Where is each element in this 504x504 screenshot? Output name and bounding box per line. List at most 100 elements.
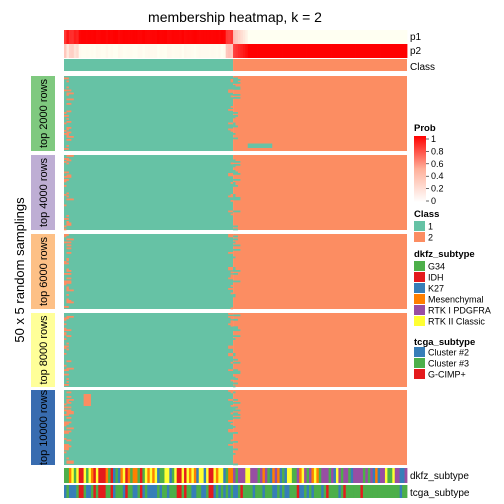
dkfz-subtype-cell (177, 468, 180, 483)
p1-cell (294, 30, 297, 44)
p1-cell (368, 30, 371, 44)
p2-cell (76, 44, 79, 58)
dkfz-subtype-cell (194, 468, 197, 483)
dkfz-subtype-cell (368, 468, 371, 483)
boundary-cell (228, 196, 233, 198)
tcga-subtype-cell (145, 485, 148, 498)
dkfz-subtype-cell (267, 468, 270, 483)
p1-cell (390, 30, 393, 44)
tcga-subtype-cell (135, 485, 138, 498)
tcga-subtype-cell (285, 485, 288, 498)
dkfz-subtype-cell (324, 468, 327, 483)
p2-cell (262, 44, 265, 58)
p2-cell (346, 44, 349, 58)
legend-prob-tick-label: 0 (431, 196, 436, 206)
p2-cell (405, 44, 408, 58)
boundary-cell (233, 257, 235, 259)
boundary-cell (228, 313, 233, 315)
p2-cell (98, 44, 101, 58)
tcga-subtype-cell (228, 485, 231, 498)
noise-cell (64, 365, 66, 367)
tcga-subtype-cell (103, 485, 106, 498)
p2-cell (206, 44, 209, 58)
p1-cell (211, 30, 214, 44)
dkfz-subtype-cell (356, 468, 359, 483)
tcga-subtype-cell (324, 485, 327, 498)
bottom-annotation-label-tcga: tcga_subtype (410, 488, 470, 499)
tcga-subtype-cell (299, 485, 302, 498)
noise-cell (66, 81, 68, 83)
p1-cell (309, 30, 312, 44)
noise-cell (64, 115, 69, 117)
dkfz-subtype-cell (167, 468, 170, 483)
legend-prob-tick-label: 0.8 (431, 146, 444, 156)
noise-cell (66, 396, 71, 398)
boundary-cell (233, 464, 238, 466)
heatmap-panel (64, 76, 407, 151)
noise-cell (64, 112, 66, 114)
dkfz-subtype-cell (280, 468, 283, 483)
p1-cell (400, 30, 403, 44)
y-axis-label: 50 x 5 random samplings (12, 197, 27, 343)
p1-cell (405, 30, 408, 44)
noise-cell (66, 139, 71, 141)
p1-cell (289, 30, 292, 44)
boundary-cell (233, 410, 240, 412)
p1-cell (218, 30, 221, 44)
top-annotation-label-class: Class (410, 62, 435, 73)
noise-cell (64, 452, 66, 454)
tcga-subtype-cell (329, 485, 332, 498)
legend-dkfz-item-swatch (414, 261, 425, 271)
row-group-bars: top 2000 rows top 4000 rows top 6000 rows t… (31, 76, 55, 465)
p2-cell (66, 44, 69, 58)
tcga-subtype-cell (343, 485, 346, 498)
p1-cell (96, 30, 99, 44)
dkfz-subtype-cell (351, 468, 354, 483)
p2-cell (209, 44, 212, 58)
dkfz-subtype-cell (338, 468, 341, 483)
noise-cell (64, 334, 66, 336)
noise-cell (64, 218, 69, 220)
boundary-cell (233, 329, 240, 331)
noise-cell (64, 263, 69, 265)
tcga-subtype-cell (206, 485, 209, 498)
p2-cell (311, 44, 314, 58)
panel-class-2-block (233, 155, 407, 230)
p1-cell (282, 30, 285, 44)
noise-cell (66, 252, 71, 254)
p1-cell (113, 30, 116, 44)
p1-cell (91, 30, 94, 44)
p2-cell (240, 44, 243, 58)
boundary-cell (233, 319, 238, 321)
tcga-subtype-cell (245, 485, 248, 498)
tcga-subtype-cell (368, 485, 371, 498)
p1-cell (76, 30, 79, 44)
noise-cell (64, 185, 66, 187)
p2-cell (108, 44, 111, 58)
legend-dkfz-item-label: K27 (428, 284, 444, 294)
legend-prob-tick-label: 0.4 (431, 171, 444, 181)
p1-cell (189, 30, 192, 44)
boundary-cell (233, 417, 240, 419)
tcga-subtype-cell (74, 485, 77, 498)
p1-cell (155, 30, 158, 44)
p1-cell (66, 30, 69, 44)
legend-dkfz-item-label: RTK I PDGFRA (428, 306, 491, 316)
dkfz-subtype-cell (346, 468, 349, 483)
dkfz-subtype-cell (115, 468, 118, 483)
tcga-subtype-cell (275, 485, 278, 498)
p1-cell (142, 30, 145, 44)
p1-cell (245, 30, 248, 44)
p1-cell (152, 30, 155, 44)
bottom-annotation-tcga-subtype (64, 485, 407, 498)
p2-cell (179, 44, 182, 58)
p1-cell (243, 30, 246, 44)
p2-cell (140, 44, 143, 58)
tcga-subtype-cell (223, 485, 226, 498)
p2-cell (155, 44, 158, 58)
tcga-subtype-cell (385, 485, 388, 498)
dkfz-subtype-cell (152, 468, 155, 483)
dkfz-subtype-cell (255, 468, 258, 483)
p1-cell (199, 30, 202, 44)
dkfz-subtype-cell (260, 468, 263, 483)
